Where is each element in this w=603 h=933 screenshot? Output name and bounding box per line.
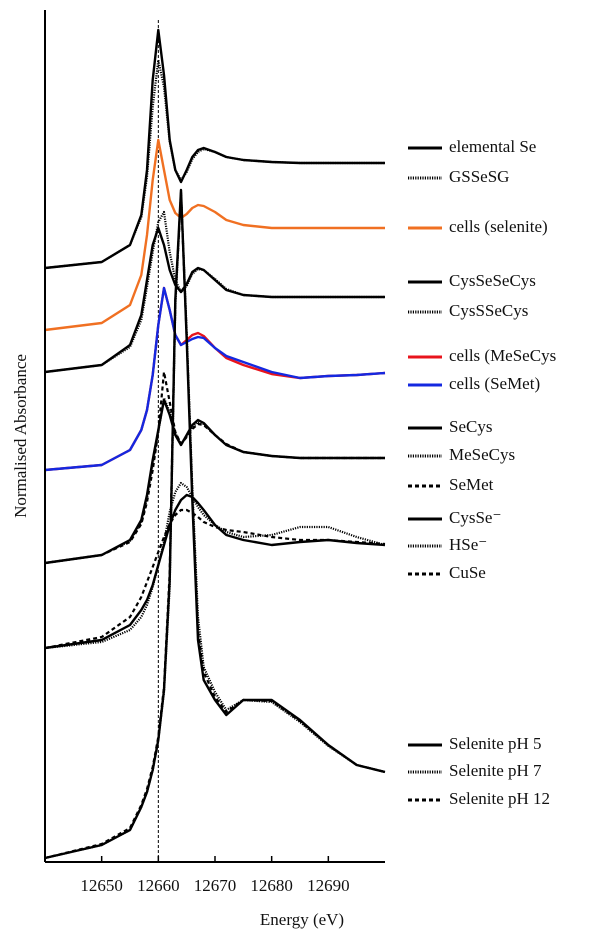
series-line — [44, 210, 385, 374]
y-axis-label: Normalised Absorbance — [11, 354, 30, 518]
legend-label: SeCys — [449, 417, 492, 436]
legend-label: Selenite pH 12 — [449, 789, 550, 808]
legend-label: cells (selenite) — [449, 217, 548, 236]
x-tick-label: 12650 — [80, 876, 123, 895]
legend-label: Selenite pH 7 — [449, 761, 542, 780]
legend-label: cells (SeMet) — [449, 374, 540, 393]
x-tick-label: 12670 — [194, 876, 237, 895]
legend-label: CuSe — [449, 563, 486, 582]
x-axis-label: Energy (eV) — [260, 910, 344, 929]
legend-label: SeMet — [449, 475, 494, 494]
series-line — [44, 398, 385, 565]
legend-label: CysSSeCys — [449, 301, 528, 320]
series-line — [44, 508, 386, 650]
x-tick-label: 12690 — [307, 876, 350, 895]
legend-label: elemental Se — [449, 137, 536, 156]
x-tick-label: 12660 — [137, 876, 180, 895]
series-line — [44, 28, 385, 270]
series-line — [44, 138, 385, 332]
series-line — [44, 286, 386, 472]
legend-label: GSSeSG — [449, 167, 509, 186]
legend-label: HSe⁻ — [449, 535, 487, 554]
series-line — [44, 370, 385, 565]
series-line — [44, 481, 386, 650]
series-line — [44, 58, 385, 270]
series-line — [44, 396, 385, 565]
series-line — [44, 192, 386, 860]
x-tick-label: 12680 — [250, 876, 293, 895]
legend-label: cells (MeSeCys — [449, 346, 556, 365]
legend-label: CysSeSeCys — [449, 271, 536, 290]
legend-label: MeSeCys — [449, 445, 515, 464]
series-line — [44, 286, 386, 472]
series-line — [44, 493, 386, 650]
legend-label: CysSe⁻ — [449, 508, 501, 527]
series-line — [44, 226, 385, 374]
legend-label: Selenite pH 5 — [449, 734, 542, 753]
